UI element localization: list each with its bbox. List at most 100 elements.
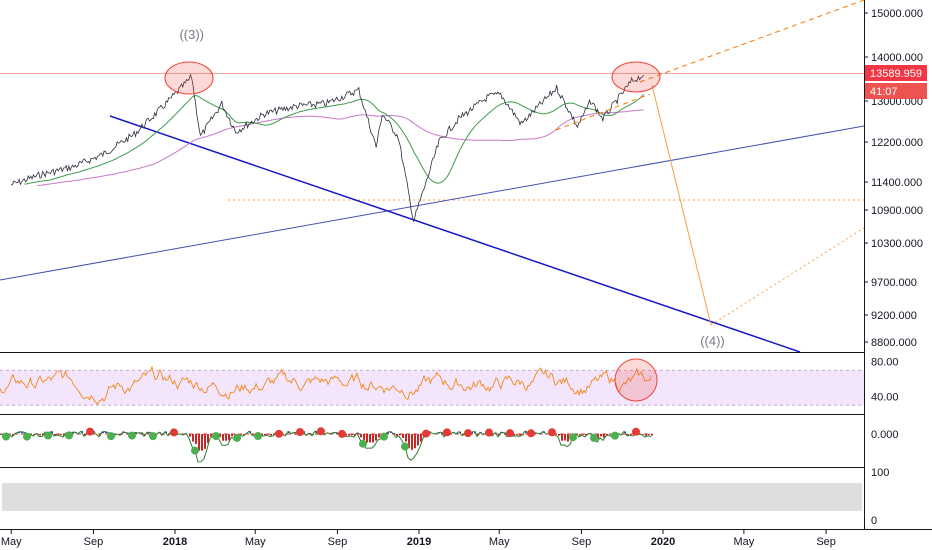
osc-histogram-bar xyxy=(441,432,443,434)
osc-histogram-bar xyxy=(378,434,380,438)
osc-histogram-bar xyxy=(627,434,629,436)
osc-histogram-bar xyxy=(645,434,647,436)
osc-histogram-bar xyxy=(417,434,419,446)
ma-short-line xyxy=(24,94,644,185)
osc-histogram-bar xyxy=(192,434,194,442)
time-tick-label: May xyxy=(489,536,510,548)
osc-signal-dot xyxy=(128,431,136,440)
oscillator-panel[interactable] xyxy=(0,427,653,463)
channel-upper-dashed xyxy=(639,0,864,83)
osc-signal-dot xyxy=(296,428,304,437)
osc-histogram-bar xyxy=(402,434,404,438)
price-tick-label: 11400.000 xyxy=(871,177,922,189)
wave-3-highlight xyxy=(164,61,214,95)
price-series xyxy=(11,73,644,222)
osc-histogram-bar xyxy=(267,434,269,435)
osc-histogram-bar xyxy=(387,432,389,434)
osc-histogram-bar xyxy=(24,432,26,434)
osc-signal-dot xyxy=(548,428,556,437)
time-tick-label: May xyxy=(1,536,22,548)
osc-histogram-bar xyxy=(210,434,212,437)
osc-histogram-bar xyxy=(375,434,377,441)
rsi-tick-label: 80.00 xyxy=(871,357,899,369)
time-axis[interactable]: May Sep 2018 May Sep 2019 May Sep 2020 May Sep xyxy=(1,530,836,548)
osc-histogram-bar xyxy=(219,434,221,438)
panel-frames xyxy=(0,0,932,530)
osc-histogram-bar xyxy=(18,432,20,434)
osc-signal-dot xyxy=(401,442,409,451)
price-panel[interactable] xyxy=(0,0,864,352)
osc-histogram-bar xyxy=(438,432,440,434)
osc-histogram-bar xyxy=(504,432,506,434)
wave-3-label: ((3)) xyxy=(179,27,204,42)
osc-histogram-bar xyxy=(72,432,74,434)
osc-histogram-bar xyxy=(405,434,407,442)
osc-histogram-bar xyxy=(561,434,563,441)
price-tick-label: 15000.000 xyxy=(871,8,923,20)
osc-signal-dot xyxy=(2,432,10,441)
falling-trendline xyxy=(109,115,801,352)
osc-histogram-bar xyxy=(231,434,233,437)
osc-histogram-bar xyxy=(207,434,209,444)
last-price-value: 13589.959 xyxy=(870,68,922,80)
time-tick-label: 2018 xyxy=(163,536,187,548)
osc-histogram-bar xyxy=(411,434,413,450)
channel-lower-dashed xyxy=(555,93,651,131)
volume-band xyxy=(2,483,862,511)
osc-tick-label: 0.000 xyxy=(871,429,899,441)
price-tick-label: 9200.000 xyxy=(871,310,917,322)
osc-histogram-bar xyxy=(195,434,197,444)
osc-histogram-bar xyxy=(495,432,497,434)
osc-histogram-bar xyxy=(516,434,518,436)
time-tick-label: Sep xyxy=(816,536,836,548)
osc-histogram-bar xyxy=(414,434,416,449)
rsi-highlight xyxy=(614,358,658,402)
osc-histogram-bar xyxy=(39,434,41,436)
osc-signal-dot xyxy=(443,428,451,437)
countdown-badge xyxy=(865,83,927,99)
rsi-panel[interactable] xyxy=(0,358,864,406)
osc-histogram-bar xyxy=(366,434,368,443)
osc-signal-dot xyxy=(65,431,73,440)
osc-histogram-bar xyxy=(222,434,224,441)
osc-signal-dot xyxy=(611,431,619,440)
rising-trendline xyxy=(0,125,864,281)
volume-tick-label: 100 xyxy=(871,467,889,479)
osc-signal-dot xyxy=(569,433,577,442)
osc-histogram-bar xyxy=(348,434,350,436)
time-tick-label: Sep xyxy=(328,536,348,548)
osc-histogram-bar xyxy=(360,434,362,438)
time-tick-label: 2020 xyxy=(651,536,675,548)
volume-tick-label: 0 xyxy=(871,515,877,527)
osc-signal-dot xyxy=(44,431,52,440)
osc-histogram-bar xyxy=(54,434,56,436)
osc-signal-dot xyxy=(464,429,472,438)
osc-histogram-bar xyxy=(198,434,200,451)
osc-histogram-bar xyxy=(555,434,557,435)
osc-signal-dot xyxy=(359,439,367,448)
rsi-band xyxy=(0,370,864,406)
oscillator-axis[interactable]: 0.000 xyxy=(871,429,899,441)
osc-histogram-bar xyxy=(408,434,410,449)
osc-signal-dot xyxy=(212,432,220,441)
price-axis[interactable]: 15000.00014000.00013000.00012200.0001140… xyxy=(864,8,923,349)
osc-histogram-bar xyxy=(228,434,230,441)
osc-histogram-bar xyxy=(597,434,599,439)
osc-histogram-bar xyxy=(651,434,653,436)
volume-axis[interactable]: 100 0 xyxy=(871,467,889,527)
wave-4-label: ((4)) xyxy=(700,334,725,349)
osc-histogram-bar xyxy=(270,434,272,436)
osc-histogram-bar xyxy=(585,434,587,436)
osc-histogram-bar xyxy=(204,434,206,449)
osc-histogram-bar xyxy=(609,434,611,435)
osc-histogram-bar xyxy=(141,432,143,434)
rsi-axis[interactable]: 80.00 40.00 xyxy=(871,357,899,404)
countdown-value: 41:07 xyxy=(870,86,898,98)
osc-histogram-bar xyxy=(600,434,602,437)
osc-histogram-bar xyxy=(357,432,359,434)
osc-signal-dot xyxy=(317,427,325,436)
osc-histogram-bar xyxy=(12,434,14,436)
osc-signal-dot xyxy=(275,429,283,438)
price-tick-label: 9700.000 xyxy=(871,277,917,289)
